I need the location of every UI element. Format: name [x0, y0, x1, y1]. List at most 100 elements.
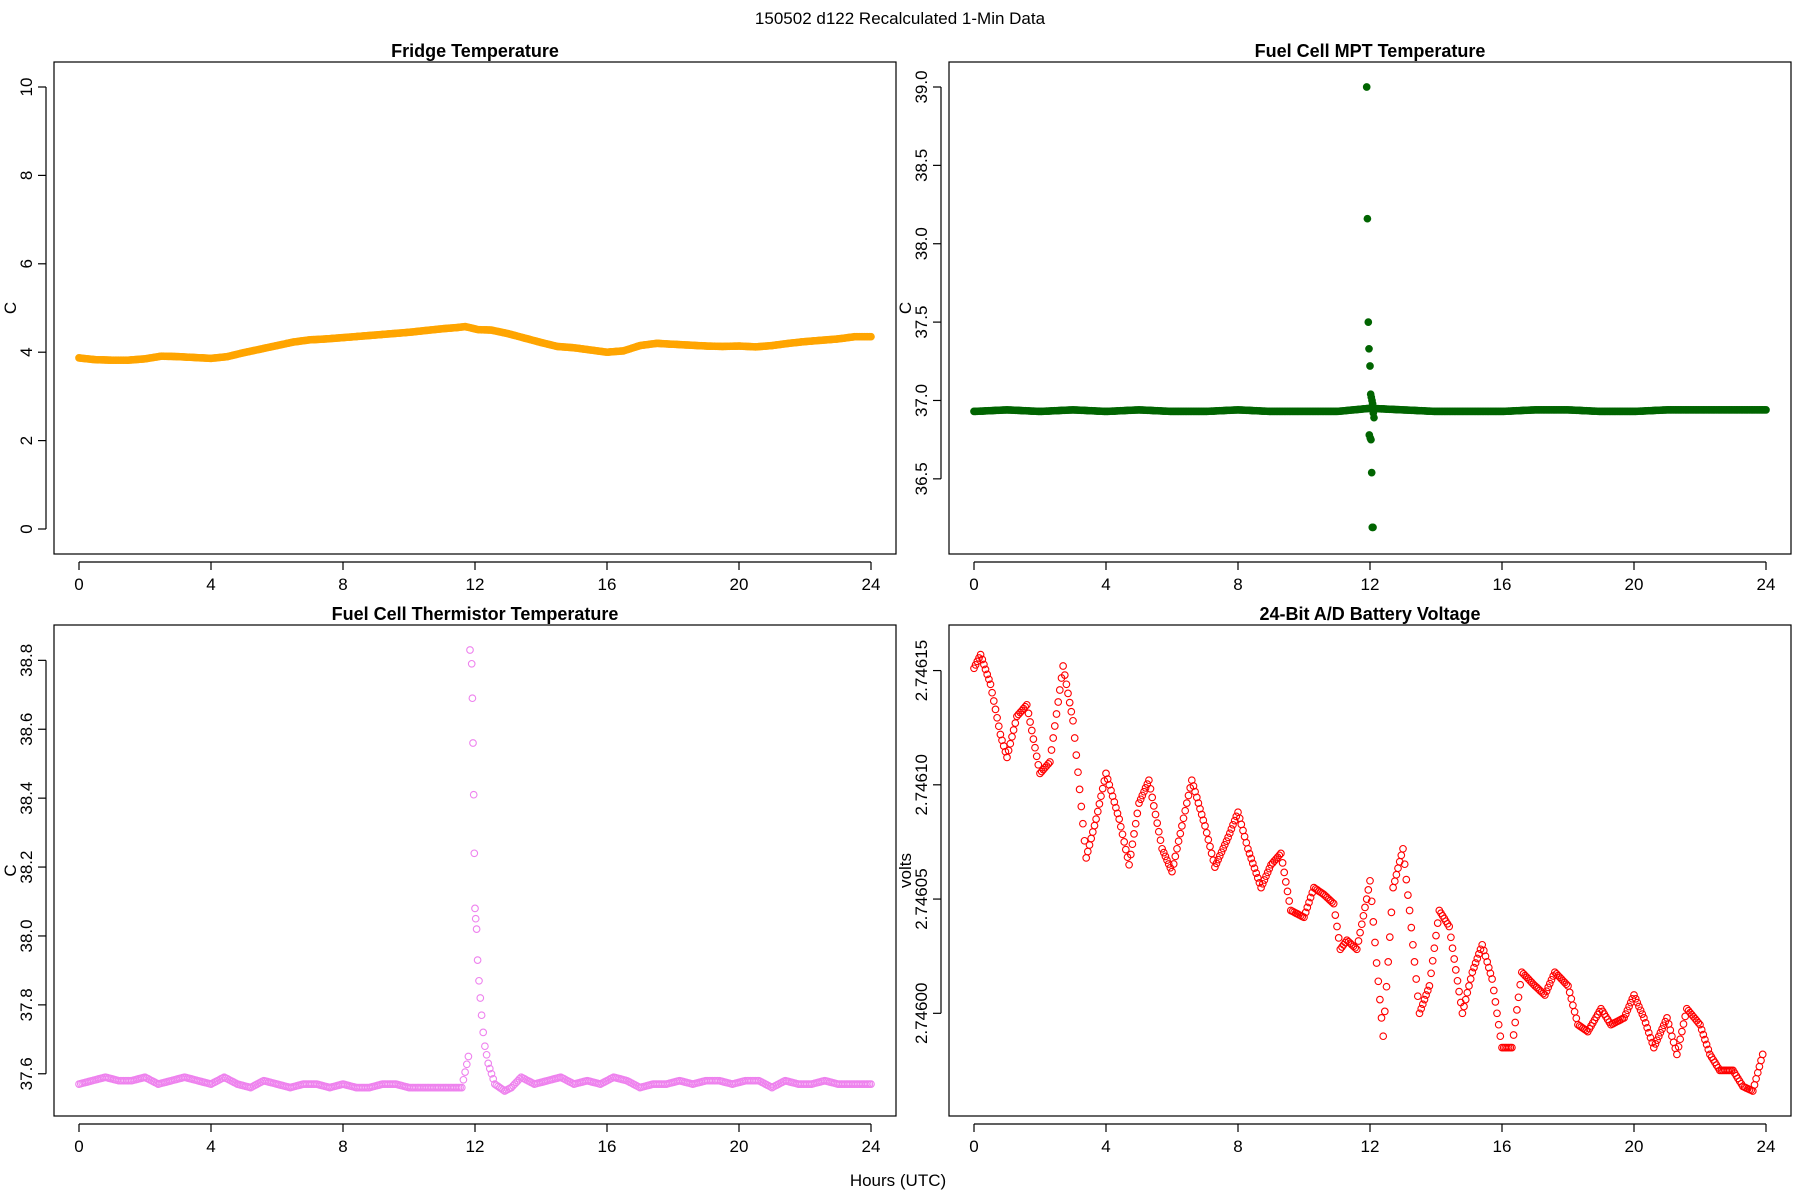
data-point: [459, 1075, 468, 1084]
data-point: [1656, 1028, 1665, 1037]
plot-frame: [948, 624, 1792, 1117]
data-point: [1181, 806, 1190, 815]
data-point: [1149, 802, 1158, 810]
data-point: [1405, 906, 1414, 915]
data-point: [1547, 975, 1556, 984]
data-point: [1206, 842, 1214, 851]
data-point: [1361, 903, 1369, 912]
x-tick-label: 8: [338, 1137, 347, 1156]
data-point: [1253, 874, 1262, 882]
data-point: [1762, 406, 1770, 414]
data-point: [1362, 895, 1371, 903]
data-point: [1257, 883, 1265, 892]
data-point: [1229, 820, 1237, 829]
data-point: [1192, 793, 1201, 802]
data-point: [1080, 836, 1089, 845]
data-point: [1694, 1018, 1703, 1027]
x-tick-label: 4: [206, 1137, 215, 1156]
data-point: [1380, 1007, 1389, 1016]
data-point: [1120, 838, 1129, 846]
panel-title: Fuel Cell Thermistor Temperature: [332, 604, 619, 624]
y-axis-label: volts: [896, 853, 915, 888]
data-point: [1699, 1030, 1708, 1039]
data-point: [1628, 994, 1637, 1003]
y-tick-label: 8: [17, 171, 36, 180]
data-point: [1225, 829, 1234, 838]
data-point: [1638, 1010, 1647, 1018]
data-point: [1090, 821, 1099, 830]
data-point: [1301, 908, 1310, 917]
data-point: [1357, 920, 1366, 929]
data-point: [1334, 934, 1343, 942]
x-tick-label: 20: [1625, 575, 1644, 594]
data-point: [469, 739, 477, 747]
data-point: [1392, 870, 1401, 879]
data-point: [1356, 928, 1364, 937]
data-point: [487, 1069, 496, 1078]
data-point: [1103, 775, 1112, 783]
data-point: [1128, 840, 1137, 849]
data-point: [1184, 791, 1193, 800]
data-point: [1394, 864, 1402, 873]
x-tick-label: 16: [598, 575, 617, 594]
y-tick-label: 36.5: [912, 462, 931, 495]
data-point: [1125, 860, 1133, 869]
data-point: [1154, 827, 1163, 836]
data-point: [1640, 1014, 1648, 1022]
data-point: [1364, 886, 1373, 894]
data-point: [1366, 362, 1374, 370]
data-point: [485, 1064, 494, 1073]
data-point: [481, 1042, 489, 1051]
data-point: [1370, 413, 1378, 422]
data-point: [1135, 799, 1143, 807]
data-point: [1278, 859, 1287, 867]
data-point: [1569, 1001, 1577, 1010]
data-point: [1468, 968, 1477, 977]
data-point: [991, 705, 1000, 714]
data-point: [1488, 975, 1496, 983]
data-point: [1161, 852, 1170, 861]
x-tick-label: 4: [1101, 1137, 1110, 1156]
data-point: [1448, 944, 1457, 953]
x-tick-label: 12: [466, 575, 485, 594]
data-point: [983, 670, 992, 679]
data-point: [1306, 893, 1315, 902]
x-tick-label: 12: [466, 1137, 485, 1156]
y-tick-label: 10: [17, 78, 36, 97]
data-point: [1062, 680, 1071, 689]
x-tick-label: 8: [1233, 1137, 1242, 1156]
data-point: [1376, 995, 1384, 1004]
data-point: [1354, 937, 1363, 945]
data-point: [1176, 829, 1185, 838]
data-point: [1116, 822, 1125, 831]
panel-title: Fuel Cell MPT Temperature: [1255, 41, 1486, 61]
data-point: [1032, 752, 1041, 761]
data-point: [1635, 1002, 1643, 1011]
data-point: [1115, 815, 1124, 823]
data-point: [1428, 956, 1437, 965]
x-tick-label: 12: [1361, 1137, 1380, 1156]
data-point: [1465, 982, 1473, 990]
data-point: [484, 1059, 493, 1068]
data-point: [1277, 849, 1285, 858]
data-point: [1305, 898, 1313, 907]
data-point: [1460, 1002, 1468, 1011]
data-point: [1753, 1068, 1762, 1077]
data-point: [1511, 1018, 1520, 1027]
data-point: [1088, 828, 1097, 836]
figure-xlabel: Hours (UTC): [850, 1171, 946, 1190]
data-point: [1222, 837, 1231, 845]
panel-title: Fridge Temperature: [391, 41, 559, 61]
data-point: [1169, 860, 1178, 868]
x-tick-label: 24: [862, 1137, 881, 1156]
data-point: [1415, 1009, 1424, 1018]
data-point: [1082, 854, 1091, 862]
data-point: [470, 849, 479, 858]
data-point: [1750, 1081, 1759, 1089]
data-point: [1422, 991, 1430, 999]
data-point: [1095, 800, 1104, 808]
data-point: [1458, 1009, 1467, 1018]
data-point: [1027, 726, 1036, 735]
y-tick-label: 4: [17, 347, 36, 356]
data-point: [1565, 988, 1574, 997]
